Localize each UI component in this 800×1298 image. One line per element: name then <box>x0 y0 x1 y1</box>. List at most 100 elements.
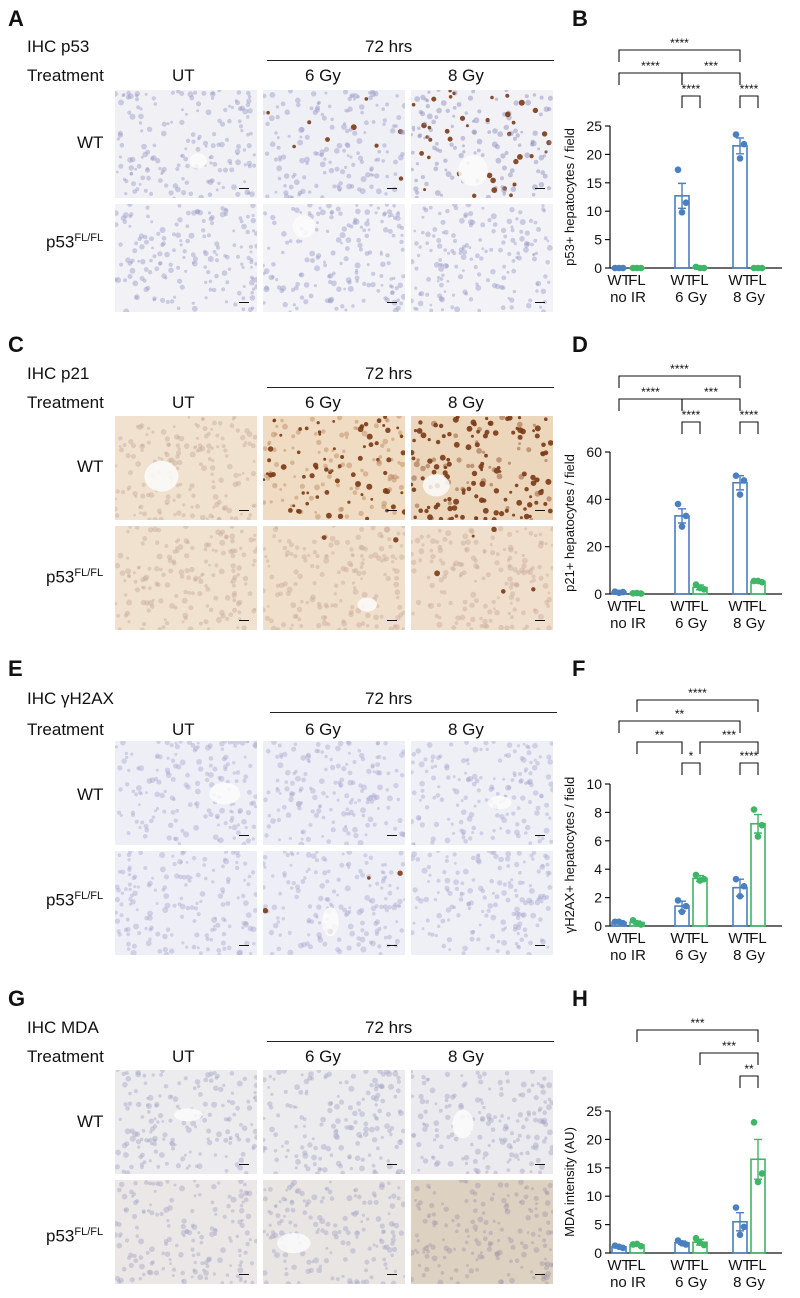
y-tick-label: 10 <box>586 1188 602 1204</box>
significance-label: ** <box>675 707 685 721</box>
data-point <box>692 1234 700 1242</box>
panel-a-title: IHC p53 <box>27 37 90 56</box>
treatment-label: Treatment <box>27 1047 104 1066</box>
data-point <box>736 155 744 162</box>
treatment-label: Treatment <box>27 720 104 739</box>
data-point <box>750 1119 758 1126</box>
bar <box>732 481 748 595</box>
significance-bracket <box>739 762 759 775</box>
micrograph <box>411 1180 553 1284</box>
data-point <box>682 902 690 910</box>
scale-bar <box>535 834 545 836</box>
significance-label: **** <box>670 362 689 376</box>
significance-bracket <box>681 72 741 85</box>
significance-bracket <box>618 375 741 388</box>
y-tick-label: 60 <box>586 444 602 460</box>
row-label-wt: WT <box>77 457 104 476</box>
scale-bar <box>387 1273 397 1275</box>
x-tick-label: WT <box>607 598 630 615</box>
significance-label: **** <box>682 82 701 96</box>
tissue-texture <box>411 416 553 520</box>
scale-bar <box>239 187 249 189</box>
row-label-p53fl: p53FL/FL <box>46 567 104 587</box>
micrograph <box>411 526 553 630</box>
significance-bracket <box>618 72 683 85</box>
y-tick-label: 40 <box>586 491 602 507</box>
panel-letter-f: F <box>572 656 586 681</box>
group-label: 6 Gy <box>675 289 707 306</box>
error-bar <box>678 508 686 524</box>
y-tick-label: 4 <box>594 861 602 877</box>
condition-ut: UT <box>172 393 195 412</box>
data-point <box>633 589 641 597</box>
group-label: 6 Gy <box>675 615 707 632</box>
scale-bar <box>535 301 545 303</box>
significance-bracket <box>636 699 759 712</box>
data-point <box>696 1239 704 1247</box>
treatment-label: Treatment <box>27 66 104 85</box>
data-point <box>678 209 686 216</box>
condition-6gy: 6 Gy <box>305 720 341 739</box>
micrograph <box>115 741 257 845</box>
row-label-wt: WT <box>77 1112 104 1131</box>
y-tick-label: 25 <box>586 118 602 134</box>
y-tick-label: 20 <box>586 539 602 555</box>
data-point <box>754 833 762 840</box>
time-label: 72 hrs <box>365 364 413 383</box>
group-label: 8 Gy <box>733 947 765 964</box>
micrograph <box>115 204 257 312</box>
significance-label: **** <box>682 408 701 422</box>
time-bracket-line <box>267 60 554 61</box>
scale-bar <box>535 187 545 189</box>
tissue-texture <box>263 851 405 955</box>
x-tick-label: FL <box>691 598 709 615</box>
scale-bar <box>535 944 545 946</box>
data-point <box>740 477 748 484</box>
treatment-label: Treatment <box>27 393 104 412</box>
y-tick-label: 25 <box>586 1103 602 1119</box>
panel-letter-c: C <box>8 332 24 357</box>
error-bar <box>736 1211 744 1232</box>
chart-b: p53+ hepatocytes / field0510152025WTFLno… <box>562 36 782 306</box>
tissue-texture <box>411 526 553 630</box>
significance-bracket <box>618 49 741 62</box>
data-point <box>750 806 758 813</box>
chart-ylabel: γH2AX+ hepatocytes / field <box>562 777 577 933</box>
significance-label: ** <box>655 728 665 742</box>
data-point <box>633 264 641 272</box>
data-point <box>732 472 740 479</box>
tissue-texture <box>263 1070 405 1174</box>
panel-letter-d: D <box>572 332 588 357</box>
bar <box>692 877 708 927</box>
scale-bar <box>239 619 249 621</box>
significance-bracket <box>636 1029 759 1042</box>
micrograph <box>263 90 405 198</box>
x-tick-label: WT <box>607 930 630 947</box>
data-point <box>678 908 686 916</box>
tissue-texture <box>115 1180 257 1284</box>
tissue-texture <box>411 741 553 845</box>
data-point <box>615 1243 623 1251</box>
scale-bar <box>387 301 397 303</box>
micrograph <box>263 741 405 845</box>
scale-bar <box>239 301 249 303</box>
x-tick-label: WT <box>607 272 630 289</box>
scale-bar <box>387 1163 397 1165</box>
y-tick-label: 10 <box>586 203 602 219</box>
group-label: 8 Gy <box>733 1274 765 1291</box>
data-point <box>682 512 690 520</box>
tissue-texture <box>263 526 405 630</box>
data-point <box>740 882 748 890</box>
x-tick-label: FL <box>749 930 767 947</box>
data-point <box>754 264 762 272</box>
scale-bar <box>239 1273 249 1275</box>
panel-letter-a: A <box>8 6 24 31</box>
time-bracket-line <box>270 712 557 713</box>
data-point <box>633 919 641 927</box>
group-label: no IR <box>610 289 646 306</box>
chart-f: γH2AX+ hepatocytes / field 0246810WTFLno … <box>562 686 782 964</box>
micrograph <box>115 851 257 955</box>
y-tick-label: 5 <box>594 1217 602 1233</box>
tissue-texture <box>115 204 257 312</box>
data-point <box>740 1223 748 1231</box>
